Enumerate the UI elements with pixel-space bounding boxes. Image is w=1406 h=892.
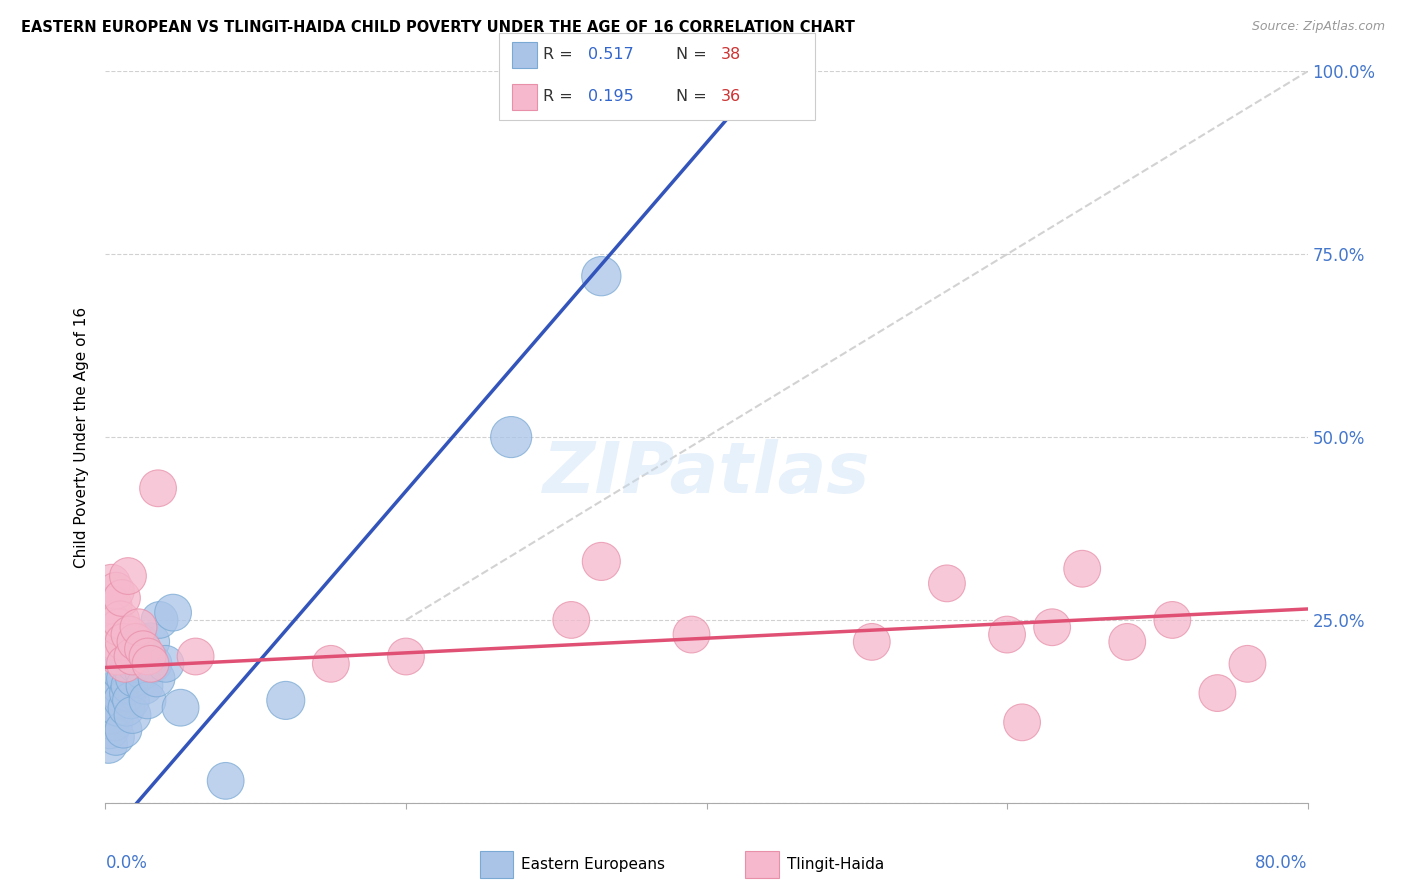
Point	[184, 649, 207, 664]
Point	[995, 627, 1018, 641]
Point	[110, 613, 132, 627]
Text: Eastern Europeans: Eastern Europeans	[522, 857, 665, 871]
Point	[120, 693, 142, 707]
Point	[128, 649, 150, 664]
Text: Source: ZipAtlas.com: Source: ZipAtlas.com	[1251, 20, 1385, 33]
Text: N =: N =	[676, 47, 713, 62]
Point	[101, 599, 124, 613]
Point	[560, 613, 582, 627]
Point	[1206, 686, 1229, 700]
Point	[591, 269, 613, 284]
Point	[121, 649, 143, 664]
Point	[100, 576, 122, 591]
Point	[117, 657, 139, 671]
Point	[591, 554, 613, 568]
Point	[114, 657, 136, 671]
Point	[132, 642, 155, 657]
Text: Tlingit-Haida: Tlingit-Haida	[786, 857, 884, 871]
Point	[125, 642, 148, 657]
Point	[107, 649, 129, 664]
Point	[124, 635, 146, 649]
Point	[501, 430, 523, 444]
Point	[155, 657, 177, 671]
Point	[98, 723, 121, 737]
Point	[118, 679, 141, 693]
Point	[115, 700, 138, 714]
Point	[108, 686, 131, 700]
Point	[395, 649, 418, 664]
Text: N =: N =	[676, 89, 713, 103]
Point	[139, 657, 162, 671]
Text: 80.0%: 80.0%	[1256, 854, 1308, 872]
Point	[98, 613, 121, 627]
Point	[128, 620, 150, 634]
Text: 0.0%: 0.0%	[105, 854, 148, 872]
Point	[136, 649, 159, 664]
Point	[117, 686, 139, 700]
Point	[124, 657, 146, 671]
Text: R =: R =	[543, 47, 578, 62]
Point	[118, 627, 141, 641]
Point	[107, 700, 129, 714]
Point	[214, 773, 236, 788]
Point	[681, 627, 703, 641]
Point	[101, 693, 124, 707]
Point	[111, 693, 134, 707]
FancyBboxPatch shape	[479, 851, 513, 878]
Point	[1071, 562, 1094, 576]
Text: R =: R =	[543, 89, 578, 103]
Point	[162, 606, 184, 620]
Text: ZIPatlas: ZIPatlas	[543, 439, 870, 508]
Point	[104, 730, 127, 744]
Point	[274, 693, 297, 707]
Text: 0.195: 0.195	[588, 89, 634, 103]
FancyBboxPatch shape	[745, 851, 779, 878]
Text: 38: 38	[720, 47, 741, 62]
Point	[134, 679, 156, 693]
Point	[860, 635, 883, 649]
Text: 0.517: 0.517	[588, 47, 634, 62]
Point	[1040, 620, 1063, 634]
Text: 36: 36	[720, 89, 741, 103]
Point	[108, 620, 131, 634]
FancyBboxPatch shape	[512, 84, 537, 110]
Point	[117, 569, 139, 583]
Point	[103, 635, 125, 649]
Point	[110, 664, 132, 678]
Point	[97, 737, 120, 751]
Point	[142, 657, 165, 671]
Point	[1236, 657, 1258, 671]
Point	[111, 591, 134, 605]
FancyBboxPatch shape	[512, 42, 537, 68]
Point	[936, 576, 959, 591]
Point	[139, 635, 162, 649]
Point	[169, 700, 191, 714]
Point	[121, 708, 143, 723]
Y-axis label: Child Poverty Under the Age of 16: Child Poverty Under the Age of 16	[75, 307, 90, 567]
Point	[145, 672, 167, 686]
Point	[110, 679, 132, 693]
Point	[100, 708, 122, 723]
Point	[103, 715, 125, 730]
Point	[104, 583, 127, 598]
Point	[1011, 715, 1033, 730]
Point	[112, 723, 135, 737]
Point	[136, 693, 159, 707]
Point	[1116, 635, 1139, 649]
Text: EASTERN EUROPEAN VS TLINGIT-HAIDA CHILD POVERTY UNDER THE AGE OF 16 CORRELATION : EASTERN EUROPEAN VS TLINGIT-HAIDA CHILD …	[21, 20, 855, 35]
Point	[1161, 613, 1184, 627]
Point	[146, 481, 169, 495]
Point	[148, 613, 170, 627]
Point	[114, 672, 136, 686]
Point	[112, 635, 135, 649]
Point	[129, 635, 152, 649]
Point	[319, 657, 342, 671]
Point	[132, 664, 155, 678]
FancyBboxPatch shape	[499, 33, 815, 120]
Point	[122, 672, 145, 686]
